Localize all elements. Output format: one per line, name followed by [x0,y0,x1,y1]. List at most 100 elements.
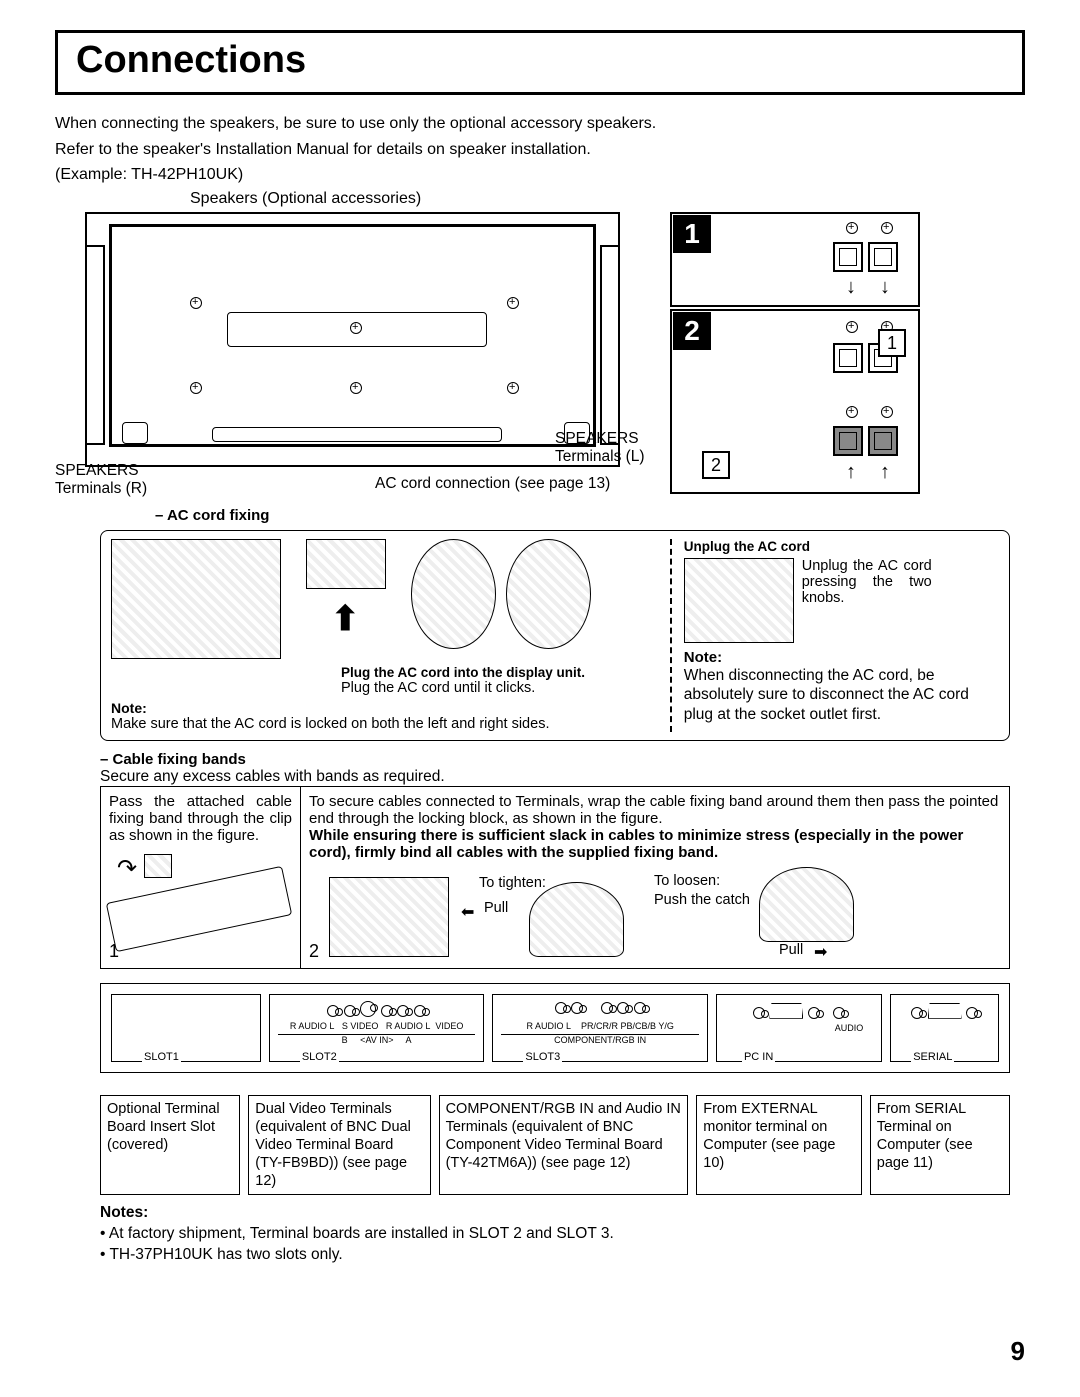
rca-icon [397,1005,409,1017]
speaker-right-icon [600,245,620,445]
main-diagram: SPEAKERS Terminals (R) SPEAKERS Terminal… [55,212,1025,507]
slot3-label: SLOT3 [523,1051,562,1063]
slot-1: SLOT1 [111,994,261,1062]
cable-heading: – Cable fixing bands [100,751,1010,768]
ac-note-body: Make sure that the AC cord is locked on … [111,716,660,732]
screw-conn-icon [753,1007,765,1019]
screw-conn-icon [911,1007,923,1019]
unplug-body: Unplug the AC cord pressing the two knob… [802,558,932,606]
desc-pcin: From EXTERNAL monitor terminal on Comput… [696,1095,862,1196]
rca-icon [571,1002,583,1014]
pc-in: AUDIO PC IN [716,994,882,1062]
slot3-prpb: PR/CR/R PB/CB/B Y/G [581,1021,674,1031]
ac-socket-illustration-icon [111,539,281,659]
arrow-up-icon: ↑ [846,461,856,484]
intro-line-2: Refer to the speaker's Installation Manu… [55,139,1025,161]
pcin-label: PC IN [742,1051,775,1063]
unplug-heading: Unplug the AC cord [684,539,999,554]
detail-num-2: 2 [702,451,730,479]
desc-serial: From SERIAL Terminal on Computer (see pa… [870,1095,1010,1196]
note-1-text: At factory shipment, Terminal boards are… [109,1225,614,1242]
slot2-label: SLOT2 [300,1051,339,1063]
knob-icon [868,242,898,272]
slot-2: R AUDIO L S VIDEO R AUDIO L VIDEO B <AV … [269,994,485,1062]
screw-icon [881,406,893,418]
screw-icon [350,382,362,394]
note-item-2: • TH-37PH10UK has two slots only. [100,1245,1025,1266]
rca-icon [414,1005,426,1017]
page-number: 9 [1011,1336,1025,1367]
pull-left-label: Pull [484,900,508,916]
slot2-svideo: S VIDEO [342,1021,379,1031]
terminals-box: SLOT1 R AUDIO L S VIDEO R AUDIO L VIDEO … [100,983,1010,1073]
bottom-slot-icon [212,427,502,442]
serial-label: SERIAL [911,1051,954,1063]
slot-3: R AUDIO L PR/CR/R PB/CB/B Y/G COMPONENT/… [492,994,708,1062]
push-label: Push the catch [654,892,750,908]
screw-conn-icon [966,1007,978,1019]
intro-line-3: (Example: TH-42PH10UK) [55,164,1025,186]
screw-icon [190,297,202,309]
note-2-text: TH-37PH10UK has two slots only. [109,1246,342,1263]
ac-clip-oval-icon [506,539,591,649]
cable-cell-2-bold: While ensuring there is sufficient slack… [309,827,1001,861]
ac-heading: – AC cord fixing [155,507,1025,524]
slot3-audio-rl: R AUDIO L [526,1021,571,1031]
plug-title: Plug the AC cord into the display unit. [341,665,660,680]
cable-section: – Cable fixing bands Secure any excess c… [100,751,1010,969]
clip-arrow-icon: ↷ [117,854,137,883]
arrow-down-icon: ↓ [880,276,890,299]
rca-icon [344,1005,356,1017]
title-box: Connections [55,30,1025,95]
rca-icon [555,1002,567,1014]
speakers-r-label: SPEAKERS Terminals (R) [55,462,147,499]
ac-plug-oval-icon [411,539,496,649]
screw-icon [881,222,893,234]
pull-right-label: Pull [779,942,803,958]
slot2-audiorl-1: R AUDIO L [290,1021,335,1031]
page-title: Connections [76,39,1004,82]
ac-right-panel: Unplug the AC cord Unplug the AC cord pr… [670,539,999,732]
serial: SERIAL [890,994,999,1062]
unplug-illustration-icon [684,558,794,643]
audio-jack-icon [833,1007,845,1019]
description-row: Optional Terminal Board Insert Slot (cov… [100,1095,1010,1196]
pc-audio-label: AUDIO [835,1023,864,1033]
detail-num-1: 1 [878,329,906,357]
desc-slot2: Dual Video Terminals (equivalent of BNC … [248,1095,430,1196]
cable-intro: Secure any excess cables with bands as r… [100,768,1010,786]
intro-line-1: When connecting the speakers, be sure to… [55,113,1025,135]
tv-inner-panel-icon [109,224,596,447]
slot1-label: SLOT1 [142,1051,181,1063]
notes-heading: Notes: [100,1203,1025,1224]
tighten-label: To tighten: [479,875,546,891]
speakers-label: Speakers (Optional accessories) [190,190,1025,208]
arrow-right-icon: ➡ [814,942,827,962]
slot2-video: VIDEO [435,1021,463,1031]
screw-icon [190,382,202,394]
right-note-label: Note: [684,649,999,666]
slot2-audiorl-2: R AUDIO L [386,1021,431,1031]
cable-cell-2: To secure cables connected to Terminals,… [301,786,1009,968]
tie-loop-2-icon [759,867,854,942]
knob-icon [833,242,863,272]
slot2-a: A [406,1035,412,1045]
step-1-badge: 1 [673,215,711,253]
final-notes: Notes: • At factory shipment, Terminal b… [100,1203,1025,1266]
cable-grid: Pass the attached cable fixing band thro… [100,786,1010,969]
recess-panel-icon [227,312,487,347]
screw-icon [846,321,858,333]
rca-icon [381,1005,393,1017]
cable-cell-1: Pass the attached cable fixing band thro… [101,786,301,968]
bnc-icon [601,1002,613,1014]
svideo-icon [360,1001,376,1017]
cable-num-2: 2 [309,941,319,962]
speakers-l-label: SPEAKERS Terminals (L) [555,430,645,467]
slot2-b: B [342,1035,348,1045]
knob-icon [833,343,863,373]
cable-num-1: 1 [109,941,119,962]
arrow-up-bold-icon: ⬆ [331,599,360,639]
ac-plug-panel-icon [306,539,386,589]
right-note-body: When disconnecting the AC cord, be absol… [684,666,999,724]
knob-filled-icon [833,426,863,456]
